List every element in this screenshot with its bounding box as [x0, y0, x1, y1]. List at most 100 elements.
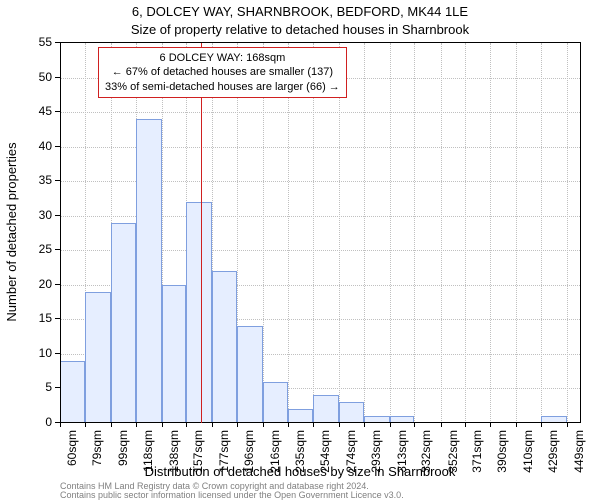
histogram-bar — [111, 223, 136, 423]
histogram-bar — [136, 119, 162, 423]
gridline-vertical — [339, 43, 340, 423]
x-tick-label: 254sqm — [318, 430, 332, 473]
x-tick-mark — [60, 422, 61, 427]
y-tick-label: 0 — [22, 415, 52, 429]
x-tick-label: 99sqm — [116, 430, 130, 466]
gridline-vertical — [490, 43, 491, 423]
x-tick-mark — [237, 422, 238, 427]
gridline-vertical — [567, 43, 568, 423]
footer-line2: Contains public sector information licen… — [60, 490, 404, 500]
x-tick-label: 216sqm — [268, 430, 282, 473]
chart-container: 6, DOLCEY WAY, SHARNBROOK, BEDFORD, MK44… — [0, 0, 600, 500]
y-tick-mark — [55, 353, 60, 354]
x-tick-label: 60sqm — [65, 430, 79, 466]
x-tick-mark — [567, 422, 568, 427]
y-tick-mark — [55, 249, 60, 250]
x-tick-mark — [111, 422, 112, 427]
x-axis-line — [60, 422, 580, 423]
x-tick-mark — [136, 422, 137, 427]
y-tick-label: 5 — [22, 380, 52, 394]
y-tick-label: 10 — [22, 346, 52, 360]
histogram-bar — [85, 292, 111, 423]
property-marker-line — [201, 43, 202, 423]
x-tick-mark — [162, 422, 163, 427]
gridline-vertical — [288, 43, 289, 423]
x-tick-label: 79sqm — [90, 430, 104, 466]
annotation-box: 6 DOLCEY WAY: 168sqm← 67% of detached ho… — [98, 47, 347, 98]
x-tick-label: 235sqm — [293, 430, 307, 473]
chart-footer: Contains HM Land Registry data © Crown c… — [60, 482, 404, 500]
x-tick-mark — [516, 422, 517, 427]
x-tick-label: 449sqm — [572, 430, 586, 473]
x-tick-label: 177sqm — [217, 430, 231, 473]
x-tick-label: 157sqm — [191, 430, 205, 473]
annotation-line: 33% of semi-detached houses are larger (… — [105, 80, 340, 94]
x-tick-label: 371sqm — [470, 430, 484, 473]
gridline-vertical — [364, 43, 365, 423]
histogram-bar — [212, 271, 237, 423]
y-tick-mark — [55, 387, 60, 388]
histogram-bar — [162, 285, 187, 423]
x-tick-label: 274sqm — [344, 430, 358, 473]
x-tick-mark — [490, 422, 491, 427]
y-tick-mark — [55, 180, 60, 181]
annotation-line: 6 DOLCEY WAY: 168sqm — [105, 51, 340, 65]
y-tick-label: 30 — [22, 208, 52, 222]
gridline-vertical — [465, 43, 466, 423]
x-tick-label: 118sqm — [141, 430, 155, 472]
x-tick-label: 293sqm — [369, 430, 383, 473]
y-tick-label: 20 — [22, 277, 52, 291]
histogram-bar — [313, 395, 339, 423]
y-tick-label: 40 — [22, 139, 52, 153]
x-tick-label: 138sqm — [167, 430, 181, 473]
x-tick-label: 390sqm — [495, 430, 509, 473]
histogram-bar — [263, 382, 288, 423]
x-tick-mark — [364, 422, 365, 427]
annotation-line: ← 67% of detached houses are smaller (13… — [105, 65, 340, 79]
x-tick-mark — [212, 422, 213, 427]
x-tick-mark — [313, 422, 314, 427]
gridline-vertical — [441, 43, 442, 423]
gridline-vertical — [263, 43, 264, 423]
y-tick-mark — [55, 284, 60, 285]
x-tick-mark — [288, 422, 289, 427]
y-tick-label: 15 — [22, 311, 52, 325]
chart-subtitle: Size of property relative to detached ho… — [0, 22, 600, 37]
y-tick-mark — [55, 215, 60, 216]
x-tick-label: 352sqm — [446, 430, 460, 473]
x-tick-label: 313sqm — [395, 430, 409, 473]
histogram-bar — [60, 361, 85, 423]
x-tick-mark — [465, 422, 466, 427]
gridline-horizontal — [60, 112, 580, 113]
y-axis-line — [60, 43, 61, 423]
x-tick-label: 332sqm — [419, 430, 433, 473]
x-tick-mark — [390, 422, 391, 427]
gridline-vertical — [313, 43, 314, 423]
histogram-bar — [186, 202, 212, 423]
x-tick-mark — [263, 422, 264, 427]
y-tick-label: 50 — [22, 70, 52, 84]
histogram-bar — [288, 409, 313, 423]
y-axis-title: Number of detached properties — [4, 142, 19, 321]
y-tick-mark — [55, 318, 60, 319]
y-tick-mark — [55, 77, 60, 78]
gridline-vertical — [516, 43, 517, 423]
x-tick-mark — [339, 422, 340, 427]
histogram-bar — [339, 402, 364, 423]
plot-area — [60, 42, 581, 423]
y-tick-label: 55 — [22, 35, 52, 49]
y-tick-label: 45 — [22, 104, 52, 118]
x-tick-mark — [441, 422, 442, 427]
histogram-bar — [237, 326, 263, 423]
x-tick-mark — [414, 422, 415, 427]
y-tick-mark — [55, 146, 60, 147]
gridline-vertical — [390, 43, 391, 423]
x-tick-mark — [186, 422, 187, 427]
gridline-vertical — [541, 43, 542, 423]
y-tick-label: 25 — [22, 242, 52, 256]
chart-title: 6, DOLCEY WAY, SHARNBROOK, BEDFORD, MK44… — [0, 4, 600, 19]
y-tick-label: 35 — [22, 173, 52, 187]
x-tick-label: 410sqm — [521, 430, 535, 473]
x-tick-label: 429sqm — [546, 430, 560, 473]
x-tick-mark — [85, 422, 86, 427]
